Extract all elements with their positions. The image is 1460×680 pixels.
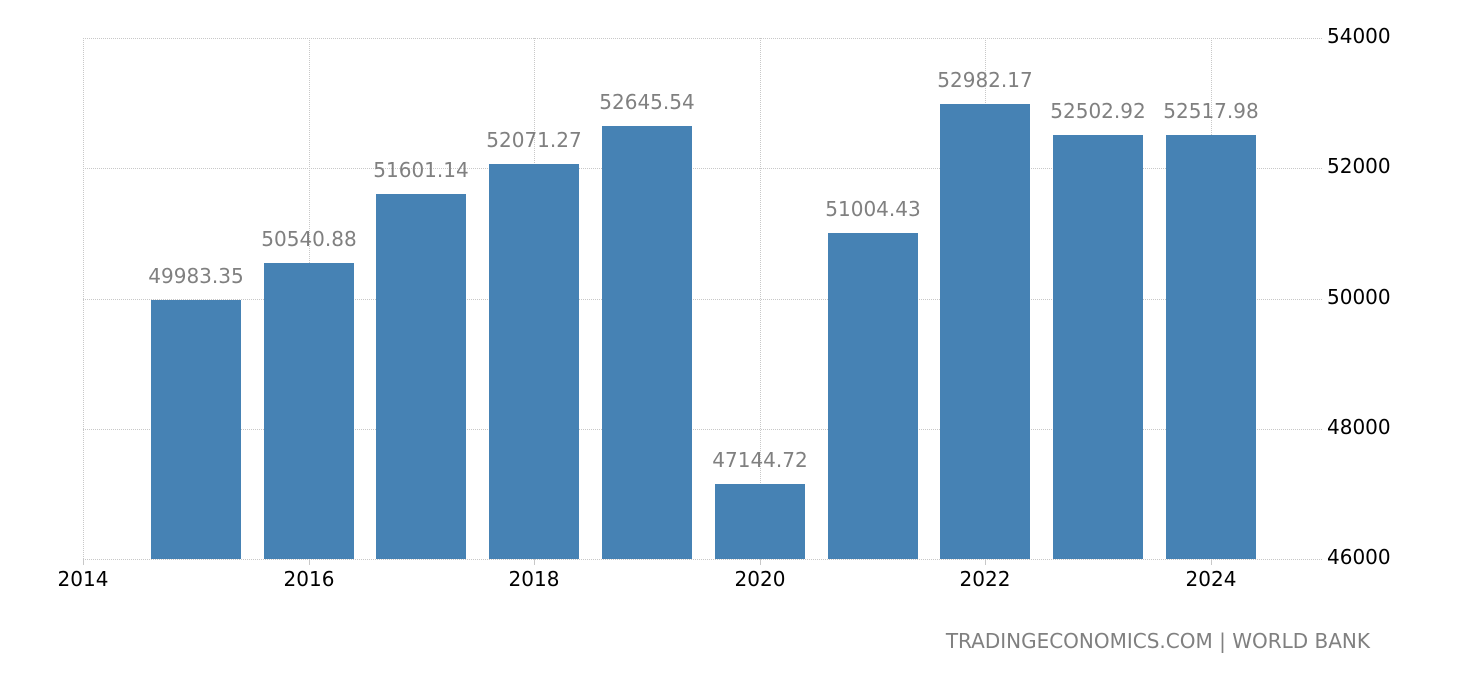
gridline-vertical [83,38,84,559]
gridline-horizontal [83,429,1322,430]
bar-value-label: 52071.27 [486,128,582,152]
bar-2019[interactable] [602,126,692,559]
bar-2021[interactable] [828,233,918,559]
x-tick-label: 2018 [508,567,560,591]
gridline-horizontal [83,299,1322,300]
bar-value-label: 50540.88 [261,227,357,251]
bar-value-label: 47144.72 [712,448,808,472]
gridline-vertical [760,38,761,559]
y-tick-label: 48000 [1327,415,1391,439]
bar-2024[interactable] [1166,135,1256,559]
bar-2022[interactable] [940,104,1030,559]
gridline-horizontal [83,559,1322,560]
y-tick-label: 52000 [1327,154,1391,178]
y-tick-label: 46000 [1327,545,1391,569]
bar-2015[interactable] [151,300,241,559]
gridline-horizontal [83,168,1322,169]
bar-2018[interactable] [489,164,579,559]
gridline-horizontal [83,38,1322,39]
x-tick-mark [985,559,986,565]
x-tick-mark [309,559,310,565]
x-tick-label: 2022 [959,567,1011,591]
x-tick-label: 2024 [1185,567,1237,591]
bar-value-label: 49983.35 [148,264,244,288]
bar-value-label: 51601.14 [373,158,469,182]
bar-value-label: 52645.54 [599,90,695,114]
bar-value-label: 51004.43 [825,197,921,221]
x-tick-mark [534,559,535,565]
bar-value-label: 52982.17 [937,68,1033,92]
bar-2017[interactable] [376,194,466,559]
x-tick-mark [83,559,84,565]
y-tick-label: 50000 [1327,285,1391,309]
bar-2016[interactable] [264,263,354,559]
x-tick-label: 2020 [734,567,786,591]
x-tick-label: 2014 [57,567,109,591]
x-tick-label: 2016 [283,567,335,591]
x-tick-mark [1211,559,1212,565]
bar-value-label: 52517.98 [1163,99,1259,123]
bar-value-label: 52502.92 [1050,99,1146,123]
x-tick-mark [760,559,761,565]
source-attribution: TRADINGECONOMICS.COM | WORLD BANK [945,629,1370,653]
y-tick-label: 54000 [1327,24,1391,48]
bar-2020[interactable] [715,484,805,559]
bar-2023[interactable] [1053,135,1143,559]
